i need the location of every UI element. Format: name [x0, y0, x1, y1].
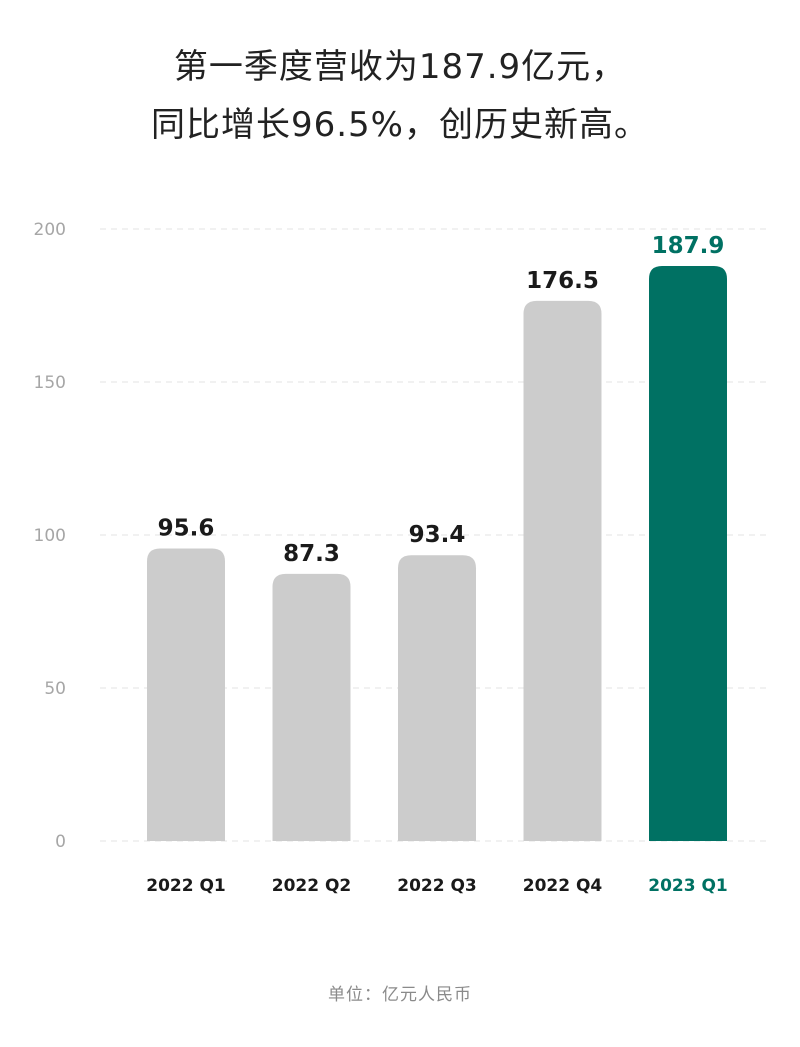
chart-title-line-2: 同比增长96.5%，创历史新高。 — [150, 105, 649, 145]
x-axis-ticks: 2022 Q1 2022 Q2 2022 Q3 2022 Q4 2023 Q1 — [146, 876, 728, 896]
bar-2022-q4 — [523, 300, 602, 841]
x-tick-label-2023-q1: 2023 Q1 — [648, 876, 728, 896]
bars — [147, 266, 727, 841]
x-tick-label-2022-q3: 2022 Q3 — [397, 876, 477, 896]
value-label-2022-q3: 93.4 — [409, 522, 466, 548]
x-tick-label-2022-q4: 2022 Q4 — [523, 876, 603, 896]
y-tick-label-0: 0 — [55, 832, 66, 852]
value-label-2022-q2: 87.3 — [283, 541, 340, 567]
x-tick-label-2022-q1: 2022 Q1 — [146, 876, 226, 896]
y-tick-label-150: 150 — [34, 373, 66, 393]
bar-2023-q1 — [649, 266, 727, 841]
chart-title: 第一季度营收为187.9亿元， 同比增长96.5%，创历史新高。 — [0, 38, 800, 154]
y-tick-label-200: 200 — [34, 220, 66, 240]
value-label-2022-q4: 176.5 — [526, 268, 599, 294]
value-labels: 95.6 87.3 93.4 176.5 187.9 — [158, 233, 725, 567]
value-label-2023-q1: 187.9 — [652, 233, 725, 259]
bar-2022-q3 — [398, 555, 476, 841]
y-tick-label-50: 50 — [44, 679, 66, 699]
x-tick-label-2022-q2: 2022 Q2 — [272, 876, 352, 896]
unit-note: 单位：亿元人民币 — [328, 985, 472, 1005]
bar-2022-q2 — [272, 573, 351, 841]
y-tick-label-100: 100 — [34, 526, 66, 546]
value-label-2022-q1: 95.6 — [158, 515, 215, 541]
chart-title-line-1: 第一季度营收为187.9亿元， — [173, 47, 627, 87]
bar-2022-q1 — [147, 548, 225, 841]
y-axis-ticks: 0 50 100 150 200 — [34, 220, 66, 852]
